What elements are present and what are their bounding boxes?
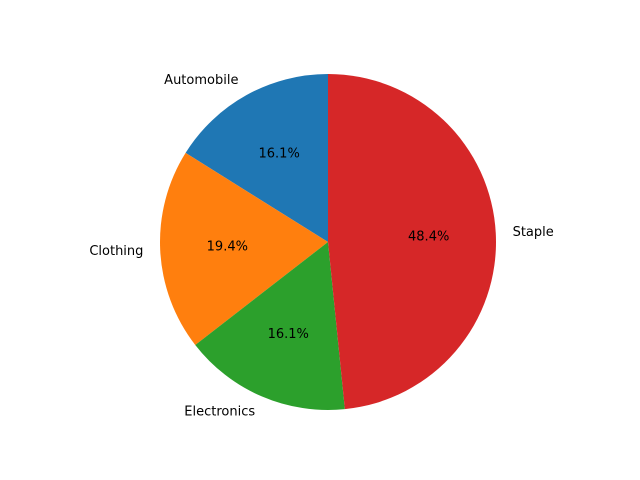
percent-label-automobile: 16.1% bbox=[259, 146, 300, 161]
category-label-electronics: Electronics bbox=[184, 404, 255, 419]
category-label-staple: Staple bbox=[513, 225, 554, 240]
category-label-automobile: Automobile bbox=[164, 73, 238, 88]
pie-slice-electronics bbox=[195, 242, 345, 410]
pie-slice-clothing bbox=[160, 152, 328, 345]
pie-slice-automobile bbox=[185, 74, 328, 242]
pie-slices bbox=[160, 74, 496, 410]
pie-slice-staple bbox=[328, 74, 496, 410]
category-labels: Automobile Clothing Electronics Staple bbox=[89, 73, 553, 419]
percent-label-staple: 48.4% bbox=[408, 229, 449, 244]
percent-label-electronics: 16.1% bbox=[268, 327, 309, 342]
percent-label-clothing: 19.4% bbox=[207, 240, 248, 255]
category-label-clothing: Clothing bbox=[89, 244, 143, 259]
percent-labels: 16.1% 19.4% 16.1% 48.4% bbox=[207, 146, 450, 342]
